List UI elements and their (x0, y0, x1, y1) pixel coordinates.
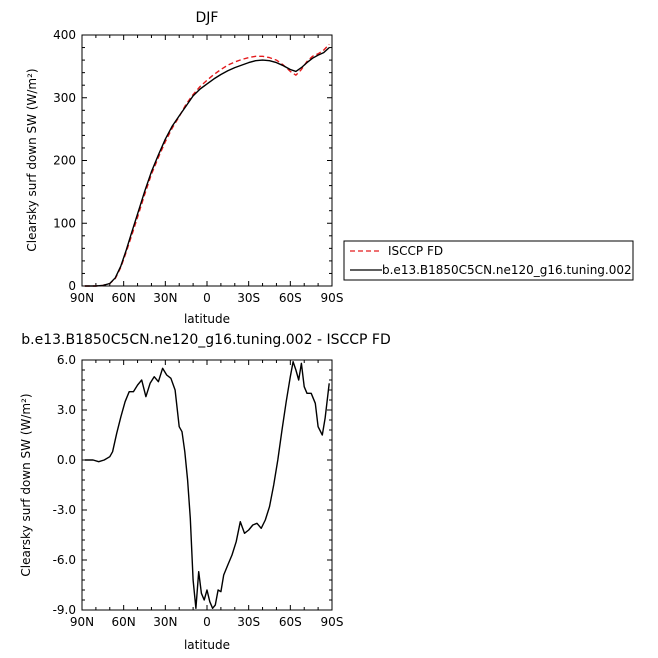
bottom-chart-panel: b.e13.B1850C5CN.ne120_g16.tuning.002 - I… (19, 332, 391, 652)
legend-box (343, 240, 634, 281)
x-tick-label: 60S (279, 291, 302, 305)
y-tick-label: 300 (53, 91, 76, 105)
y-tick-label: 0.0 (57, 453, 76, 467)
x-tick-label: 60S (279, 615, 302, 629)
x-tick-label: 90S (321, 615, 344, 629)
top-x-axis-label: latitude (184, 312, 230, 326)
x-tick-label: 0 (203, 291, 211, 305)
y-tick-label: 6.0 (57, 353, 76, 367)
legend-label-model: b.e13.B1850C5CN.ne120_g16.tuning.002 (382, 263, 632, 277)
legend-label-isccp: ISCCP FD (388, 244, 443, 258)
x-tick-label: 90S (321, 291, 344, 305)
y-tick-label: -6.0 (53, 553, 76, 567)
x-tick-label: 90N (70, 615, 94, 629)
bottom-x-axis-label: latitude (184, 638, 230, 652)
x-tick-label: 30N (153, 291, 177, 305)
top-series (84, 43, 330, 287)
top-x-ticks: 90N 60N 30N 0 30S 60S 90S (70, 35, 344, 305)
top-plot-frame (81, 34, 333, 287)
x-tick-label: 30N (153, 615, 177, 629)
legend: ISCCP FD b.e13.B1850C5CN.ne120_g16.tunin… (343, 240, 634, 281)
bottom-y-axis-label: Clearsky surf down SW (W/m²) (19, 393, 33, 576)
x-tick-label: 30S (237, 615, 260, 629)
top-chart-title: DJF (196, 10, 219, 26)
y-tick-label: 400 (53, 28, 76, 42)
top-chart-panel: DJF 90N 60N 30N 0 30S 60S 90S 0 100 200 300 400 la… (25, 10, 634, 326)
bottom-series (84, 361, 330, 609)
y-tick-label: 3.0 (57, 403, 76, 417)
bottom-plot-frame (81, 359, 333, 611)
y-tick-label: -9.0 (53, 603, 76, 617)
y-tick-label: -3.0 (53, 503, 76, 517)
bottom-x-ticks: 90N 60N 30N 0 30S 60S 90S (70, 360, 344, 629)
y-tick-label: 200 (53, 154, 76, 168)
x-tick-label: 60N (112, 291, 136, 305)
top-y-ticks: 0 100 200 300 400 (53, 28, 332, 293)
x-tick-label: 30S (237, 291, 260, 305)
y-tick-label: 0 (68, 279, 76, 293)
x-tick-label: 90N (70, 291, 94, 305)
series-line-difference (84, 361, 330, 609)
bottom-chart-title: b.e13.B1850C5CN.ne120_g16.tuning.002 - I… (21, 332, 391, 348)
x-tick-label: 0 (203, 615, 211, 629)
bottom-y-ticks: 6.0 3.0 0.0 -3.0 -6.0 -9.0 (53, 353, 332, 617)
x-tick-label: 60N (112, 615, 136, 629)
series-line-isccp (84, 43, 330, 287)
y-tick-label: 100 (53, 216, 76, 230)
series-line-model (84, 47, 330, 287)
top-y-axis-label: Clearsky surf down SW (W/m²) (25, 68, 39, 251)
